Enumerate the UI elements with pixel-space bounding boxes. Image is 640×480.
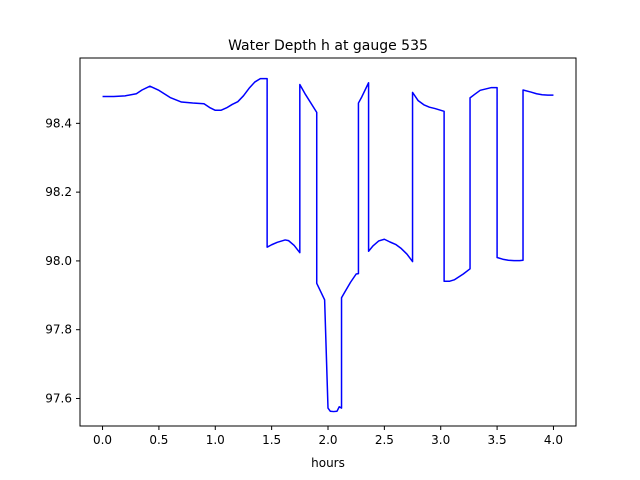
x-axis: 0.0 0.5 1.0 1.5 2.0 2.5 3.0 3.5 4.0 xyxy=(93,426,563,447)
x-tick-label: 1.5 xyxy=(262,433,281,447)
x-axis-label: hours xyxy=(311,456,345,470)
x-tick-label: 1.0 xyxy=(206,433,225,447)
x-tick-label: 3.5 xyxy=(488,433,507,447)
series-line xyxy=(102,77,554,413)
x-tick-label: 0.0 xyxy=(93,433,112,447)
x-tick-label: 2.5 xyxy=(375,433,394,447)
x-tick-label: 0.5 xyxy=(149,433,168,447)
plot-frame xyxy=(79,57,577,427)
y-axis: 97.6 97.8 98.0 98.2 98.4 xyxy=(45,116,80,405)
y-tick-label: 98.4 xyxy=(45,116,72,130)
x-tick-label: 4.0 xyxy=(544,433,563,447)
y-tick-label: 97.6 xyxy=(45,391,72,405)
x-tick-label: 2.0 xyxy=(318,433,337,447)
y-tick-label: 98.0 xyxy=(45,254,72,268)
chart-title: Water Depth h at gauge 535 xyxy=(228,38,428,54)
y-tick-label: 98.2 xyxy=(45,185,72,199)
x-tick-label: 3.0 xyxy=(431,433,450,447)
y-tick-label: 97.8 xyxy=(45,323,72,337)
